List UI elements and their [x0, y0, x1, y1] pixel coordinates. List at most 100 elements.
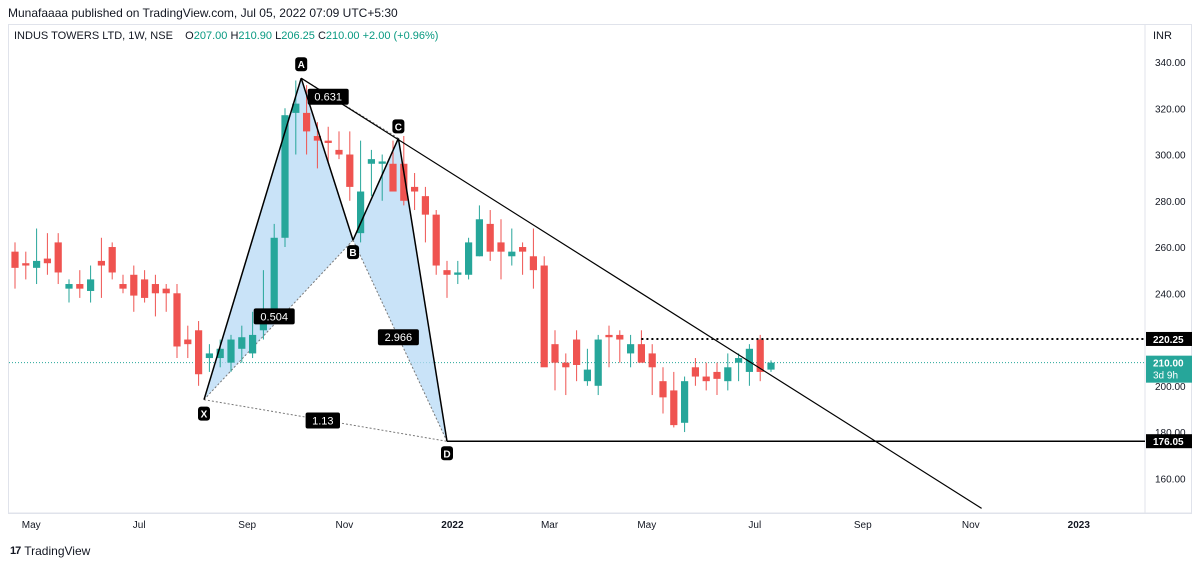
- candle-body[interactable]: [119, 284, 127, 289]
- candle-body[interactable]: [756, 339, 764, 372]
- resistance-tag: 220.25: [1153, 335, 1184, 346]
- candle-body[interactable]: [573, 339, 581, 365]
- candle-body[interactable]: [335, 149, 343, 155]
- candle-body[interactable]: [357, 191, 365, 234]
- candle-body[interactable]: [702, 376, 710, 382]
- candle-body[interactable]: [216, 348, 224, 359]
- close-label: C: [317, 30, 326, 42]
- candle-body[interactable]: [519, 247, 527, 252]
- pattern-point-bg: [347, 245, 360, 260]
- y-tick-label: 280.00: [1155, 197, 1186, 208]
- candle-body[interactable]: [411, 186, 419, 192]
- candle-body[interactable]: [313, 136, 321, 141]
- candle-body[interactable]: [670, 390, 678, 426]
- y-tick-label: 260.00: [1155, 243, 1186, 254]
- candle-body[interactable]: [281, 115, 289, 238]
- x-tick-label: Mar: [541, 520, 559, 531]
- candle-body[interactable]: [745, 348, 753, 372]
- candle-body[interactable]: [637, 344, 645, 363]
- candle-body[interactable]: [465, 242, 473, 275]
- candle-body[interactable]: [508, 251, 516, 257]
- x-tick-label: Jul: [133, 520, 146, 531]
- candle-body[interactable]: [303, 112, 311, 132]
- candle-body[interactable]: [205, 353, 213, 359]
- candle-body[interactable]: [735, 358, 743, 363]
- candle-body[interactable]: [529, 256, 537, 271]
- trendline[interactable]: [300, 77, 982, 509]
- candle-body[interactable]: [421, 196, 429, 215]
- candle-body[interactable]: [400, 163, 408, 201]
- ratio-label: 2.966: [385, 332, 413, 344]
- candle-body[interactable]: [54, 242, 62, 273]
- candle-body[interactable]: [11, 251, 19, 268]
- candle-body[interactable]: [270, 237, 278, 312]
- candle-body[interactable]: [497, 242, 505, 252]
- candle-body[interactable]: [724, 367, 732, 382]
- candle-body[interactable]: [238, 337, 246, 349]
- candle-body[interactable]: [659, 381, 667, 398]
- candle-body[interactable]: [616, 334, 624, 340]
- candle-body[interactable]: [432, 214, 440, 266]
- candle-body[interactable]: [195, 330, 203, 375]
- candle-body[interactable]: [87, 279, 95, 291]
- candle-body[interactable]: [130, 274, 138, 296]
- candle-body[interactable]: [551, 344, 559, 363]
- candle-body[interactable]: [454, 272, 462, 275]
- candle-body[interactable]: [346, 154, 354, 187]
- candle-body[interactable]: [540, 265, 548, 368]
- symbol-name[interactable]: INDUS TOWERS LTD, 1W, NSE: [14, 30, 173, 42]
- candle-body[interactable]: [389, 163, 397, 192]
- candle-body[interactable]: [627, 344, 635, 354]
- candle-body[interactable]: [173, 293, 181, 347]
- x-tick-label: 2023: [1068, 520, 1091, 531]
- candle-body[interactable]: [292, 103, 300, 113]
- ratio-label-bg: [305, 412, 340, 429]
- candle-body[interactable]: [227, 339, 235, 363]
- x-tick-label: May: [22, 520, 41, 531]
- x-tick-label: Jul: [748, 520, 761, 531]
- low-label: L: [275, 30, 282, 42]
- candle-body[interactable]: [713, 371, 721, 379]
- candle-body[interactable]: [22, 263, 30, 266]
- candle-body[interactable]: [681, 381, 689, 423]
- candle-body[interactable]: [162, 288, 170, 294]
- candle-body[interactable]: [648, 353, 656, 368]
- x-tick-label: Sep: [238, 520, 256, 531]
- high-value: 210.90: [238, 30, 273, 42]
- candle-body[interactable]: [33, 260, 41, 268]
- x-tick-label: 2022: [441, 520, 464, 531]
- candle-body[interactable]: [324, 140, 332, 143]
- candle-body[interactable]: [594, 339, 602, 386]
- candle-body[interactable]: [249, 334, 257, 354]
- high-label: H: [230, 30, 239, 42]
- candle-body[interactable]: [43, 258, 51, 264]
- pattern-edge: [397, 138, 448, 442]
- pattern-bd-dotted: [352, 239, 448, 442]
- candle-body[interactable]: [475, 219, 483, 257]
- pattern-triangle-xab: [204, 78, 354, 400]
- candle-body[interactable]: [443, 270, 451, 275]
- candle-body[interactable]: [562, 362, 570, 368]
- candle-body[interactable]: [486, 223, 494, 252]
- candle-body[interactable]: [583, 369, 591, 382]
- candle-body[interactable]: [184, 339, 192, 345]
- candle-body[interactable]: [378, 161, 386, 164]
- candle-body[interactable]: [151, 284, 159, 294]
- candle-body[interactable]: [76, 284, 84, 289]
- candle-body[interactable]: [767, 362, 775, 370]
- ratio-label: 1.13: [312, 415, 333, 427]
- candle-body[interactable]: [367, 159, 375, 164]
- pattern-edge: [203, 77, 302, 400]
- candle-body[interactable]: [97, 260, 105, 266]
- candle-body[interactable]: [691, 367, 699, 377]
- pattern-point-bg: [295, 57, 308, 72]
- candle-body[interactable]: [141, 279, 149, 298]
- pattern-point-bg: [441, 446, 453, 461]
- candle-body[interactable]: [65, 284, 73, 289]
- x-tick-label: Sep: [854, 520, 872, 531]
- support-tag-bg: [1146, 434, 1192, 449]
- symbol-legend: INDUS TOWERS LTD, 1W, NSE O207.00 H210.9…: [14, 30, 438, 42]
- candle-body[interactable]: [108, 247, 116, 273]
- candle-body[interactable]: [605, 334, 613, 338]
